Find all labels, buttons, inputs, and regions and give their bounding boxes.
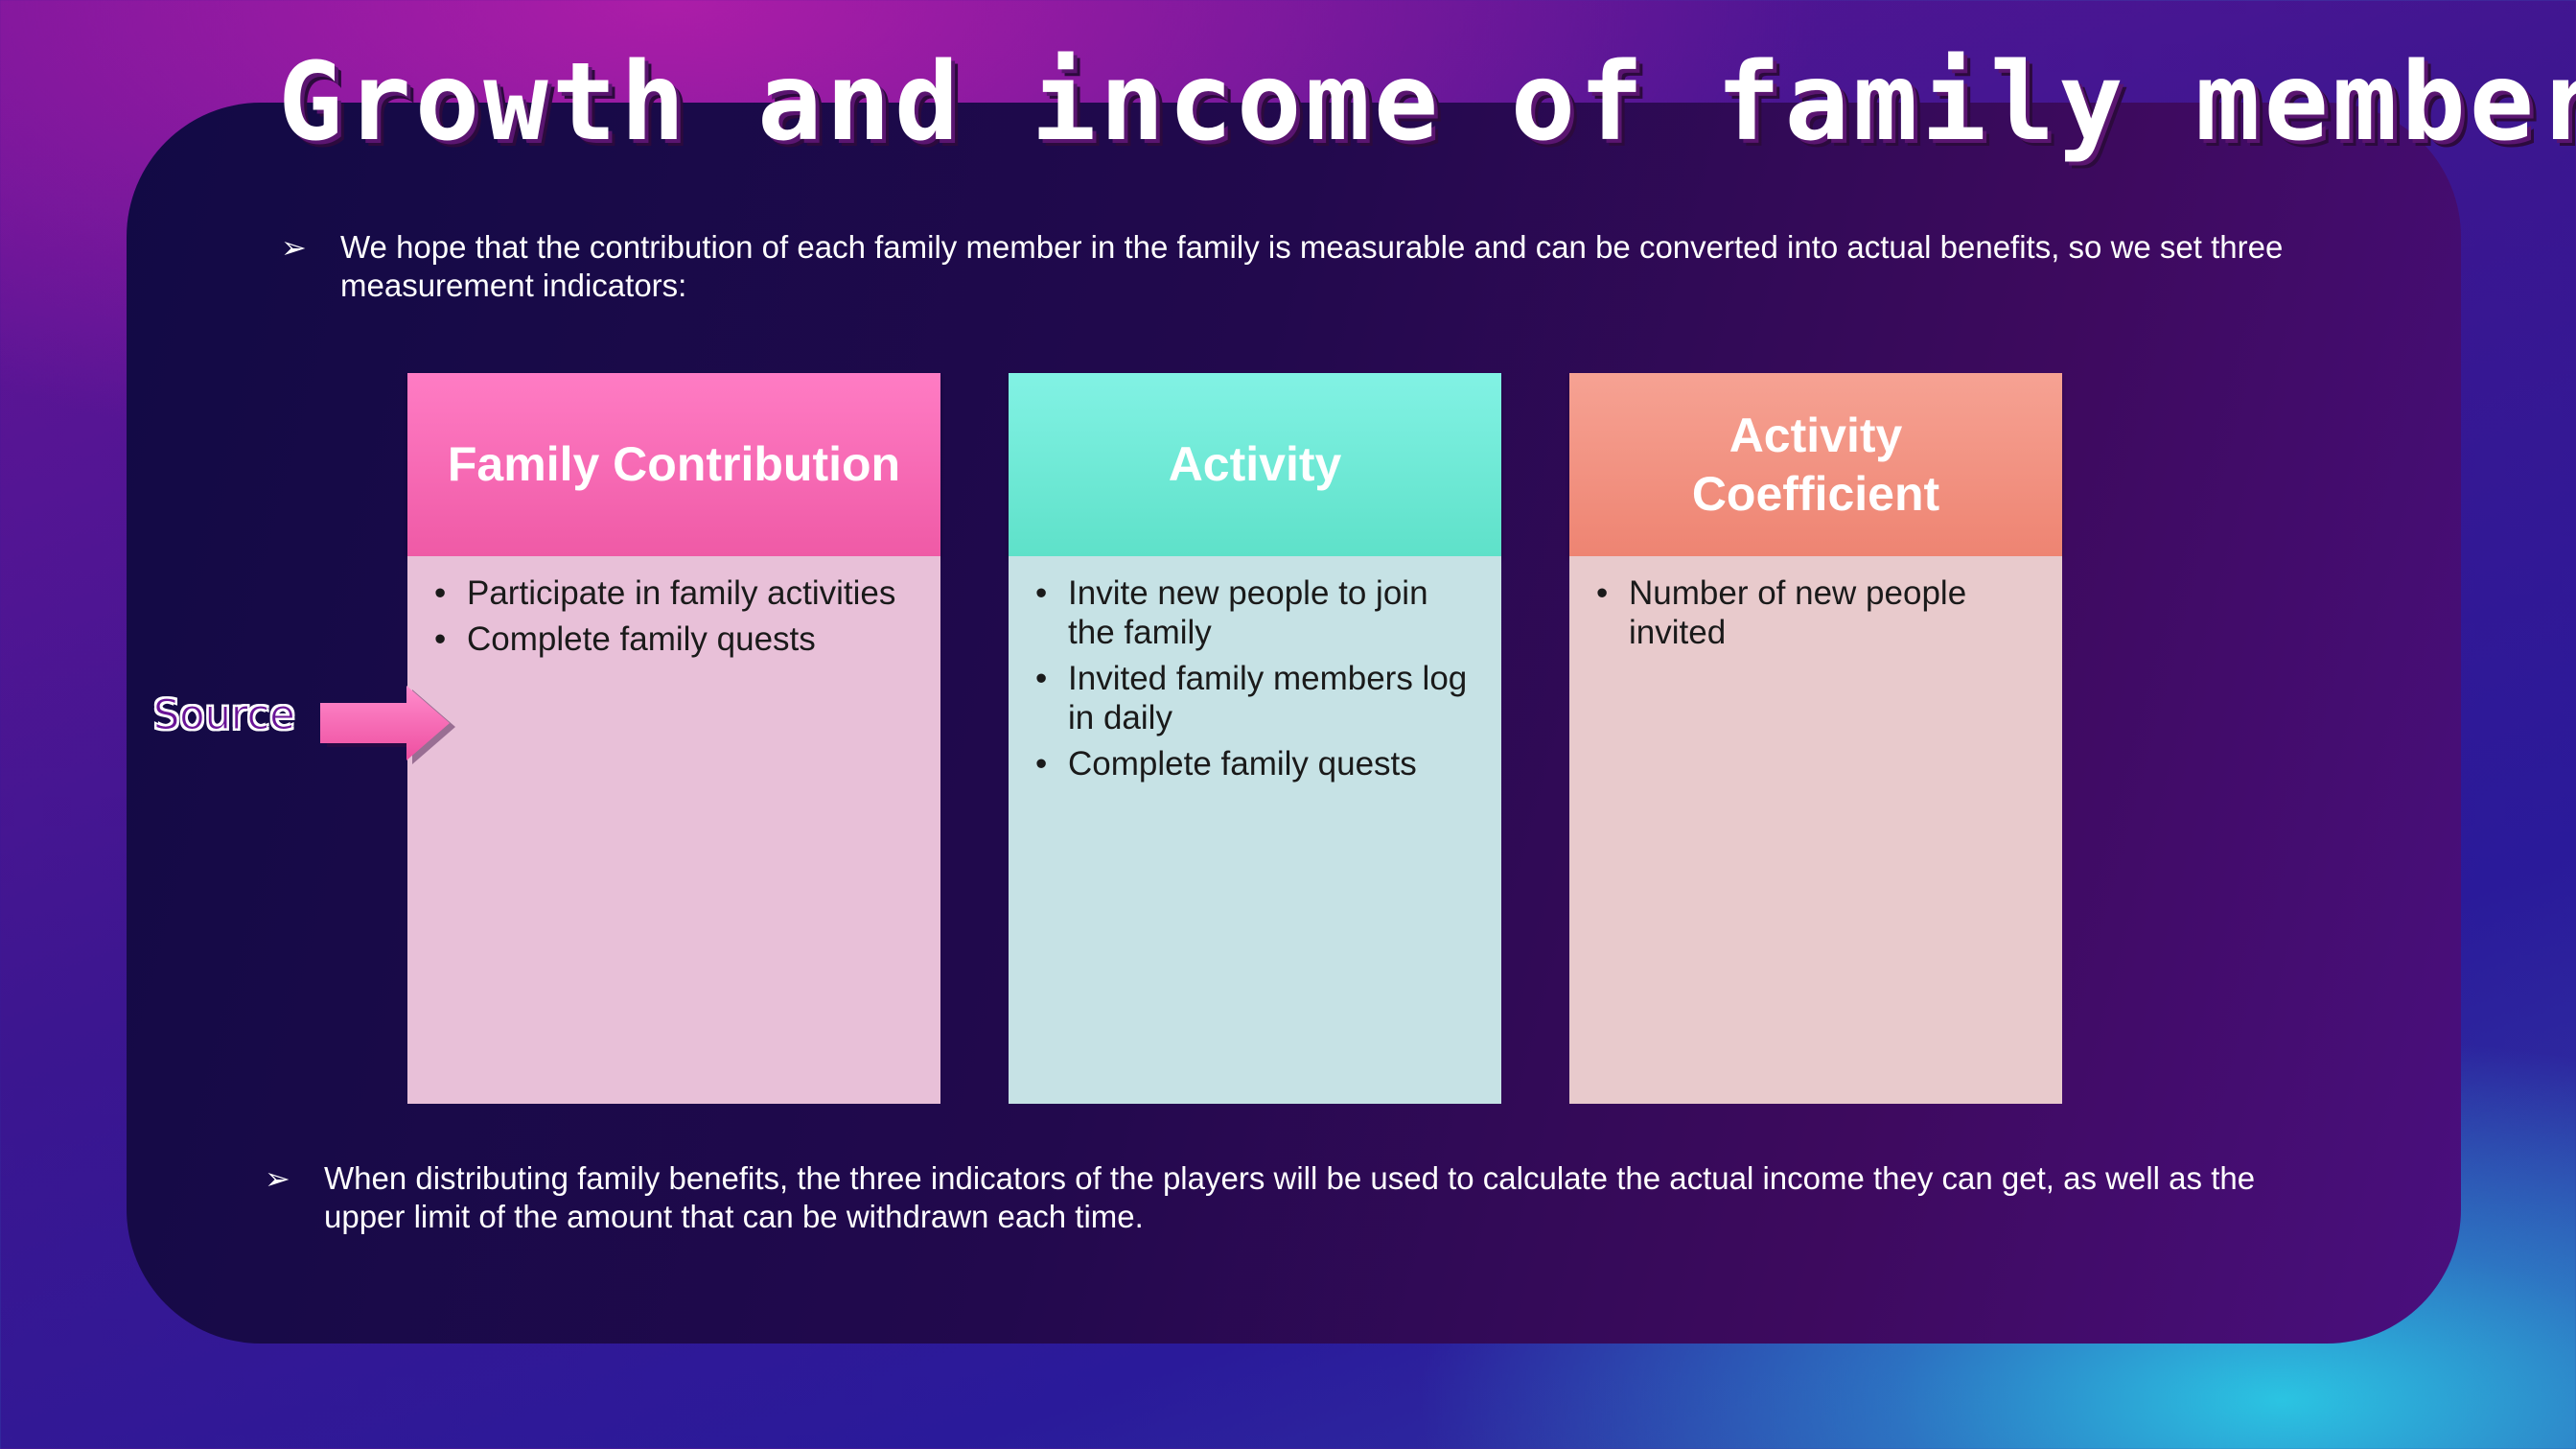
card-body: Participate in family activities Complet… — [407, 556, 940, 1104]
list-item: Invited family members log in daily — [1028, 659, 1480, 737]
arrow-bullet-icon: ➢ — [265, 1161, 290, 1196]
intro-text: We hope that the contribution of each fa… — [340, 229, 2284, 303]
card-activity: Activity Invite new people to join the f… — [1009, 373, 1501, 1104]
card-heading: Activity — [1009, 373, 1501, 556]
card-activity-coefficient: Activity Coefficient Number of new peopl… — [1569, 373, 2062, 1104]
card-family-contribution: Family Contribution Participate in famil… — [407, 373, 940, 1104]
card-body: Invite new people to join the family Inv… — [1009, 556, 1501, 1104]
slide-title: Growth and income of family members — [278, 40, 2576, 165]
source-label: Source — [153, 691, 296, 740]
card-body: Number of new people invited — [1569, 556, 2062, 1104]
closing-text: When distributing family benefits, the t… — [324, 1160, 2256, 1234]
arrow-bullet-icon: ➢ — [281, 230, 307, 265]
card-heading: Activity Coefficient — [1569, 373, 2062, 556]
list-item: Complete family quests — [1028, 744, 1480, 783]
list-item: Participate in family activities — [427, 573, 919, 613]
card-heading: Family Contribution — [407, 373, 940, 556]
pink-arrow-icon — [320, 686, 455, 764]
list-item: Invite new people to join the family — [1028, 573, 1480, 652]
list-item: Complete family quests — [427, 619, 919, 659]
list-item: Number of new people invited — [1589, 573, 2041, 652]
